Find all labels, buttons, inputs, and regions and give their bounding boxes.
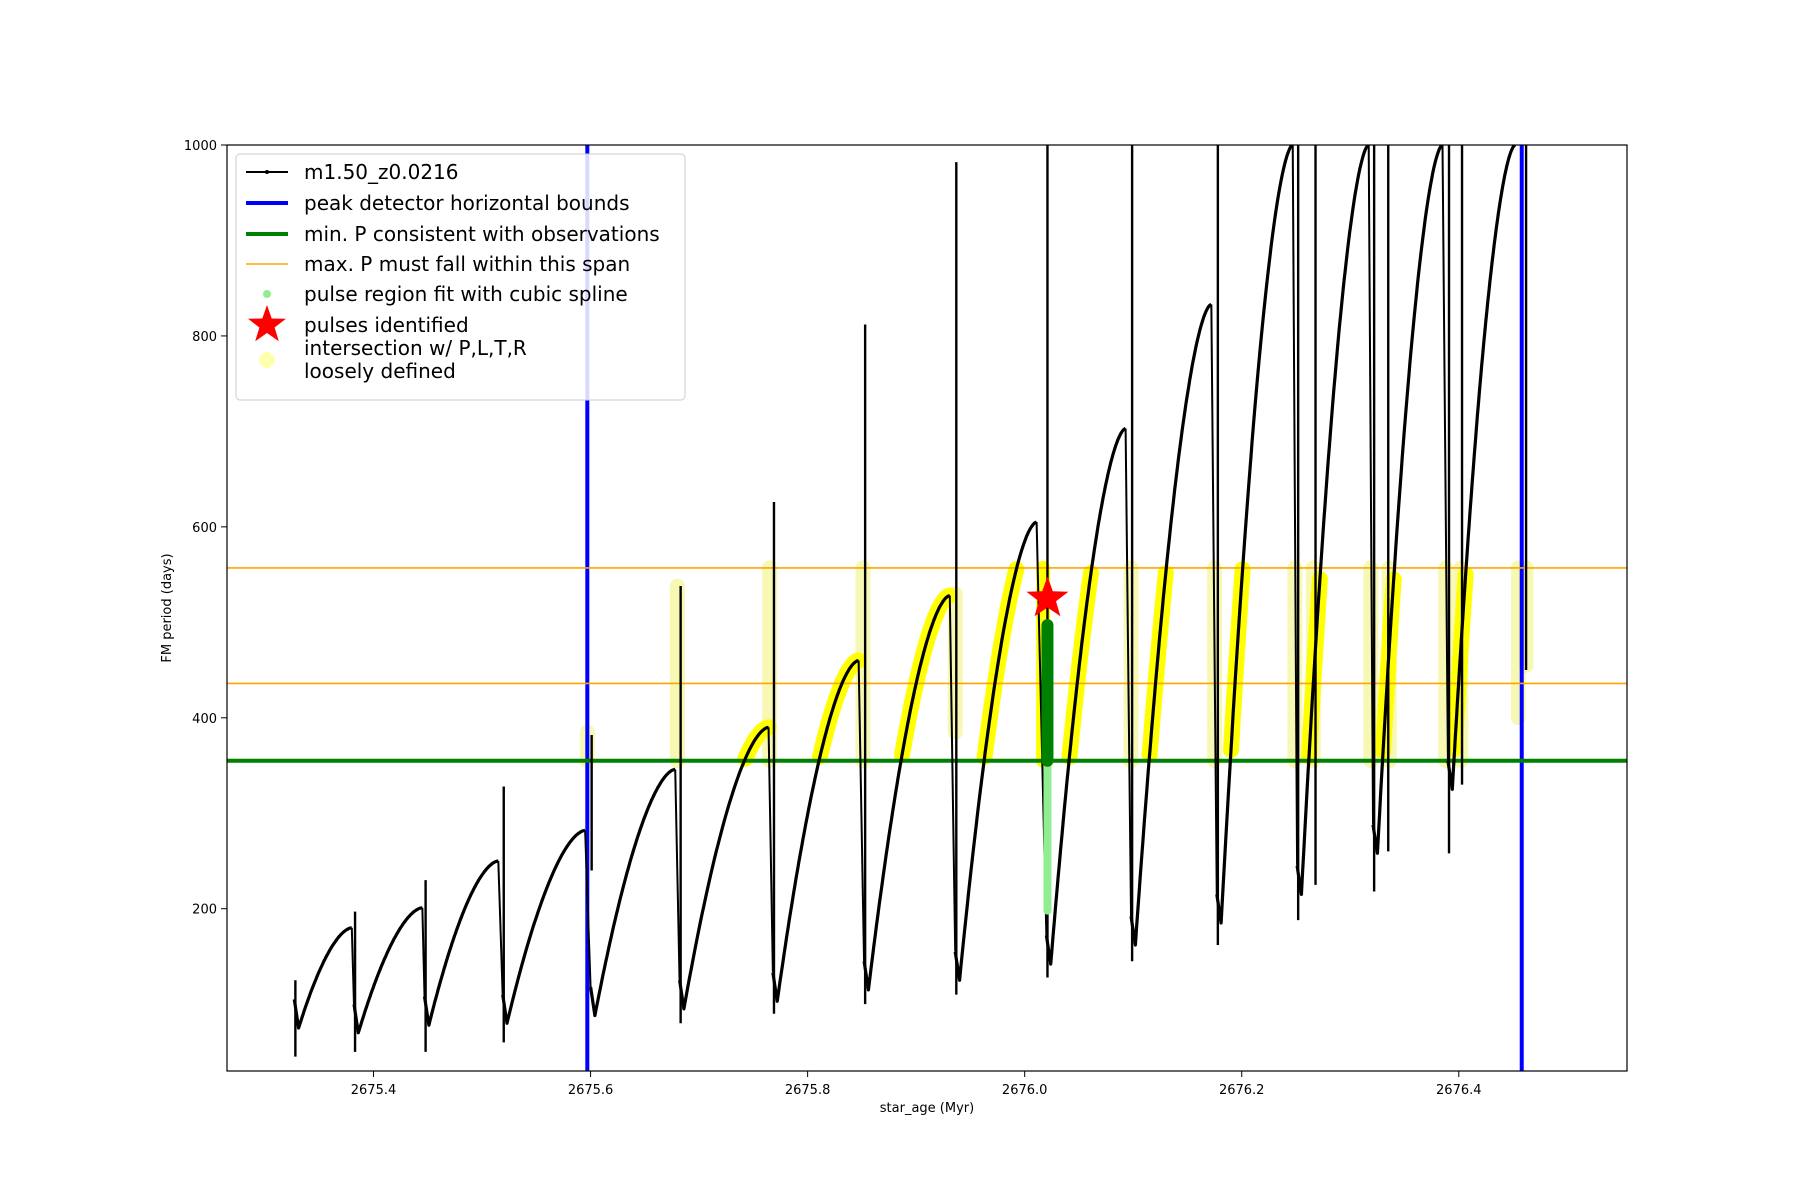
curve-segment-4 [589,767,676,1018]
legend-entry-3: max. P must fall within this span [246,252,630,276]
y-tick-label-3: 800 [192,330,217,345]
curve-link-12 [1291,145,1299,866]
legend-label-4: pulse region fit with cubic spline [304,282,628,306]
curve-link-13 [1367,145,1375,825]
x-tick-label-1: 2675.6 [568,1083,614,1098]
x-tick-label-5: 2676.4 [1436,1083,1482,1098]
curve-segment-7 [862,594,951,992]
x-axis: 2675.4 2675.6 2675.8 2676.0 2676.2 2676.4 [351,1071,1482,1098]
curve-segment-10 [1129,302,1213,947]
legend-label-2: min. P consistent with observations [304,222,660,246]
y-axis: 200 400 600 800 1000 [184,139,227,918]
legend-swatch-marker [265,170,269,174]
y-tick-label-0: 200 [192,903,217,918]
curve-segment-3 [501,828,586,1025]
legend-label-6: intersection w/ P,L,T,R loosely defined [304,336,527,383]
legend-label-1: peak detector horizontal bounds [304,191,630,215]
curve-segment-6 [771,658,859,1003]
curve-link-4 [584,830,592,988]
curve-segment-9 [1044,427,1127,966]
axes-frame [226,144,1628,1072]
curve-link-10 [1124,428,1133,917]
curve-segment-2 [422,859,499,1027]
legend-entry-4: pulse region fit with cubic spline [263,282,628,306]
y-tick-label-1: 400 [192,712,217,727]
legend-label-0: m1.50_z0.0216 [304,160,459,184]
x-axis-label: star_age (Myr) [880,1101,974,1116]
legend-entry-5: pulses identified [248,305,469,342]
curve-link-11 [1210,304,1218,895]
legend-label-line-1: loosely defined [304,359,456,383]
y-tick-label-4: 1000 [184,139,217,154]
legend-swatch-dot [259,352,275,368]
legend-swatch-dot [263,290,271,298]
y-axis-label: FM period (days) [160,553,175,662]
legend-entry-1: peak detector horizontal bounds [246,191,630,215]
curve-link-5 [674,769,681,981]
curve-link-3 [497,860,504,995]
legend-entry-2: min. P consistent with observations [246,222,660,246]
curve-link-7 [857,660,866,962]
curve-segment-11 [1215,145,1294,925]
plot-area [227,145,1627,1071]
legend-label-line-0: intersection w/ P,L,T,R [304,336,527,360]
legend-entry-6: intersection w/ P,L,T,R loosely defined [259,336,527,383]
curve-link-6 [767,727,774,973]
pulse-star-0 [1026,576,1069,617]
curve-segment-5 [678,725,769,1011]
legend-box [235,153,686,401]
curve-segment-12 [1295,145,1370,897]
curve-link-1 [350,927,355,1005]
x-tick-label-4: 2676.2 [1219,1083,1265,1098]
legend-entry-0: m1.50_z0.0216 [246,160,459,184]
legend-swatch-star [248,305,286,342]
x-tick-label-3: 2676.0 [1002,1083,1048,1098]
legend-label-5: pulses identified [304,313,469,337]
y-tick-label-2: 600 [192,521,217,536]
curve-link-2 [421,907,426,997]
curve-link-14 [1441,145,1449,761]
legend-label-3: max. P must fall within this span [304,252,630,276]
x-tick-label-2: 2675.8 [785,1083,831,1098]
curve-segment-1 [352,906,423,1035]
x-tick-label-0: 2675.4 [351,1083,397,1098]
curve-link-8 [948,595,957,952]
curve-segment-8 [953,520,1038,982]
curve-segment-0 [292,926,353,1030]
